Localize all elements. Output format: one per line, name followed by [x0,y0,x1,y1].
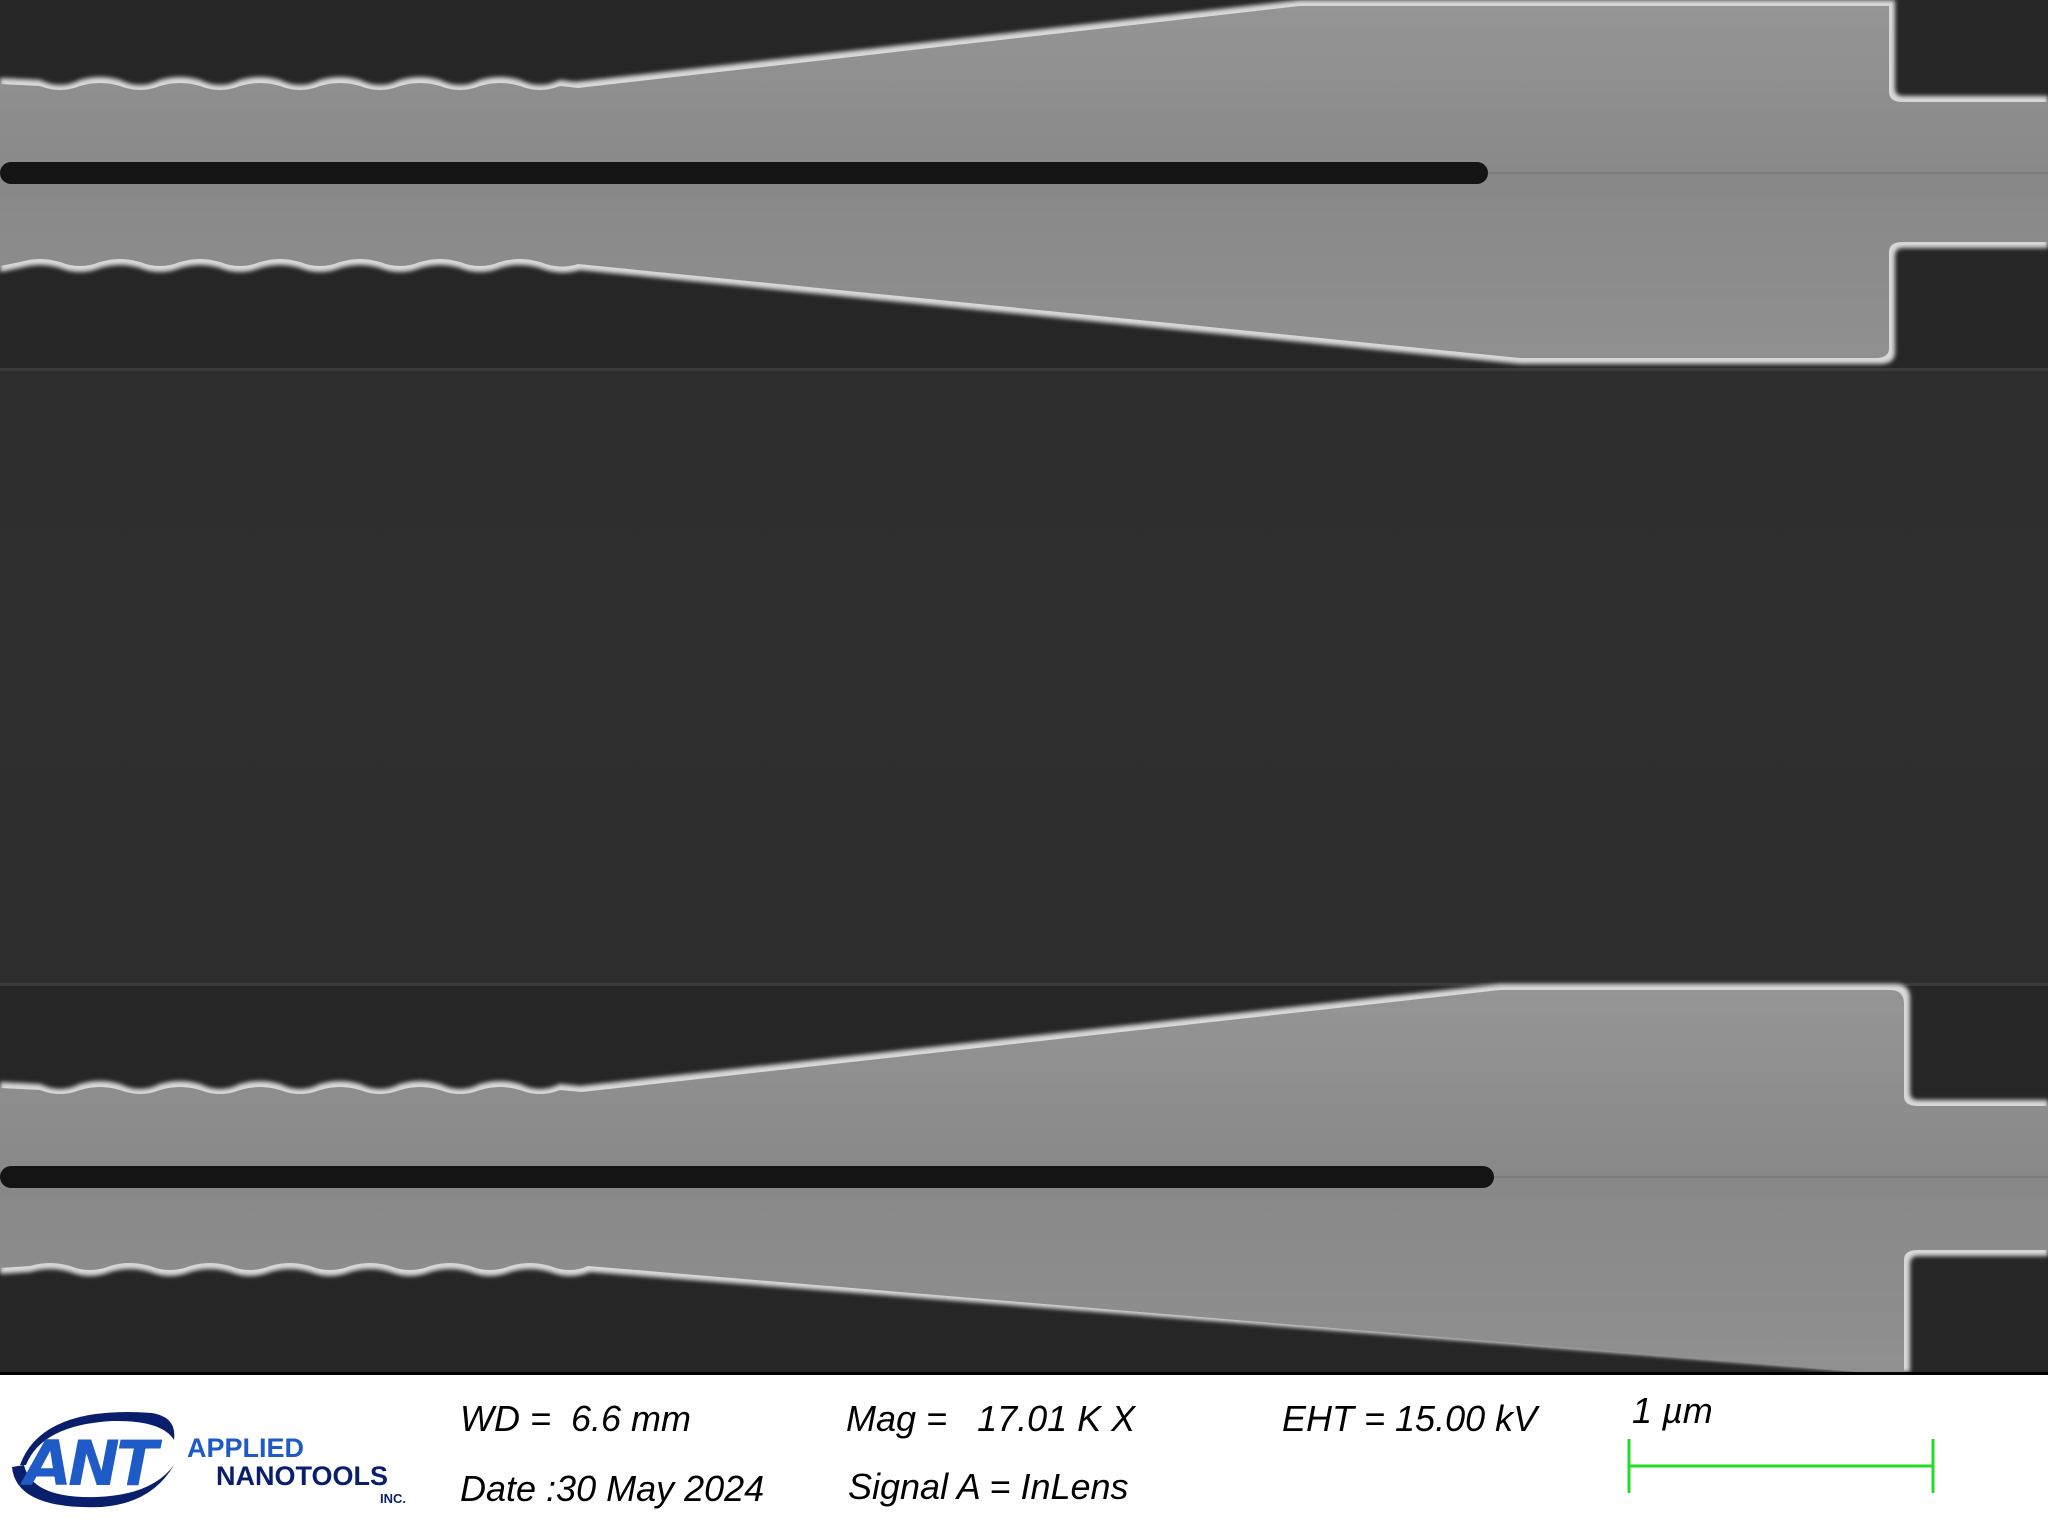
svg-text:INC.: INC. [380,1491,406,1506]
svg-text:APPLIED: APPLIED [187,1433,304,1463]
lower-trench-edge [0,983,2048,986]
sem-micrograph [0,0,2048,1372]
upper-waveguide [0,0,2048,364]
signal-detector: Signal A = InLens [848,1466,1129,1507]
info-bar: ANT APPLIED NANOTOOLS INC. WD = 6.6 mm D… [0,1372,2048,1536]
acquisition-date: Date :30 May 2024 [460,1468,765,1509]
magnification: Mag = 17.01 K X [846,1398,1136,1439]
lower-slot [0,1166,1494,1188]
working-distance: WD = 6.6 mm [460,1398,692,1439]
scale-bar-label: 1 µm [1632,1390,1713,1431]
upper-trench-edge [0,368,2048,371]
svg-text:NANOTOOLS: NANOTOOLS [216,1461,388,1491]
upper-slot [0,162,1488,184]
scale-bar [1627,1439,1935,1493]
applied-nanotools-logo: ANT APPLIED NANOTOOLS INC. [12,1412,406,1508]
svg-text:ANT: ANT [19,1427,163,1500]
accelerating-voltage: EHT = 15.00 kV [1282,1398,1538,1439]
lower-waveguide [0,984,2048,1372]
